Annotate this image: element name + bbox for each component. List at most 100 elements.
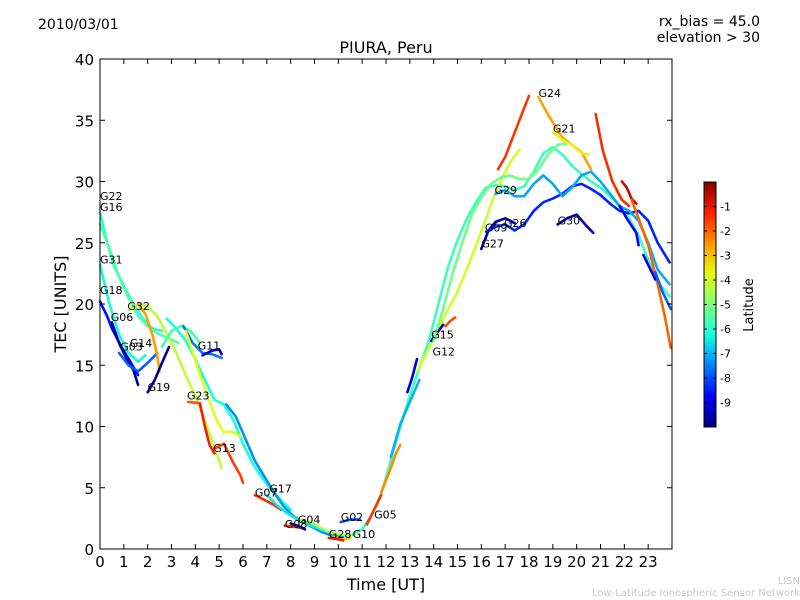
satellite-label: G08 <box>285 518 308 531</box>
satellite-label: G28 <box>329 528 352 541</box>
x-tick-label: 19 <box>543 553 562 571</box>
x-tick-label: 21 <box>591 553 610 571</box>
series-layer <box>98 94 673 542</box>
tec-series-9 <box>165 317 292 512</box>
x-tick-label: 16 <box>472 553 491 571</box>
x-tick-label: 14 <box>424 553 443 571</box>
satellite-label: G14 <box>130 337 153 350</box>
tec-series-6 <box>127 302 223 470</box>
x-tick-label: 9 <box>310 553 320 571</box>
tec-series-2 <box>98 263 147 363</box>
y-tick-label: 0 <box>84 541 94 559</box>
tec-series-27 <box>365 493 383 526</box>
tec-series-25 <box>339 518 362 524</box>
satellite-label: G16 <box>100 201 123 214</box>
elevation-label: elevation > 30 <box>656 30 760 46</box>
tec-series-46 <box>642 253 657 281</box>
tec-series-8 <box>146 345 171 394</box>
footer: LISN Low-Latitude Ionospheric Sensor Net… <box>592 576 800 600</box>
x-axis: 0 1 2 3 4 5 6 7 8 9 10 11 12 13 14 15 16 17 18 19 20 21 22 23 <box>95 59 658 571</box>
tec-series-30 <box>406 357 419 394</box>
y-tick-label: 10 <box>75 419 94 437</box>
colorbar-tick-label: -6 <box>720 323 731 336</box>
y-tick-label: 20 <box>75 296 94 314</box>
chart-title: PIURA, Peru <box>339 38 433 57</box>
receiver-info: rx_bias = 45.0 elevation > 30 <box>657 14 760 46</box>
x-tick-label: 10 <box>329 553 348 571</box>
tec-series-14 <box>186 400 202 405</box>
satellite-label: G15 <box>431 328 454 341</box>
tec-series-42 <box>594 112 631 208</box>
satellite-label: G26 <box>504 217 527 230</box>
tec-series-4 <box>110 321 140 387</box>
tec-series-21 <box>289 522 307 531</box>
satellite-label: G03 <box>120 341 143 354</box>
satellite-label: G29 <box>494 184 517 197</box>
satellite-label: G09 <box>485 222 508 235</box>
tec-series-44 <box>630 198 673 350</box>
x-tick-label: 17 <box>496 553 515 571</box>
satellite-label: G30 <box>558 214 581 227</box>
colorbar-tick-label: -8 <box>720 372 731 385</box>
satellite-label: G13 <box>213 442 236 455</box>
satellite-label: G22 <box>100 190 123 203</box>
y-tick-label: 15 <box>75 357 94 375</box>
satellite-label: G17 <box>269 483 292 496</box>
date-label: 2010/03/01 <box>38 17 119 33</box>
satellite-label: G11 <box>198 339 221 352</box>
tec-series-13 <box>184 329 242 438</box>
tec-series-10 <box>160 324 202 349</box>
x-tick-label: 7 <box>262 553 272 571</box>
colorbar-tick-label: -9 <box>720 397 731 410</box>
tec-series-43 <box>620 180 638 205</box>
tec-series-16 <box>198 403 216 455</box>
tec-series-35 <box>480 217 516 251</box>
colorbar-tick-label: -4 <box>720 274 731 287</box>
tec-series-22 <box>298 518 357 537</box>
satellite-label: G05 <box>374 508 397 521</box>
y-tick-label: 35 <box>75 112 94 130</box>
colorbar-tick-label: -3 <box>720 250 731 263</box>
colorbar-tick-label: -1 <box>720 201 731 214</box>
colorbar-tick-label: -2 <box>720 225 731 238</box>
tec-series-5 <box>117 351 159 373</box>
tec-series-12 <box>201 348 223 357</box>
tec-series-32 <box>444 316 457 328</box>
x-axis-label: Time [UT] <box>346 575 425 594</box>
satellite-label: G19 <box>148 381 171 394</box>
x-tick-label: 20 <box>567 553 586 571</box>
satellite-label: G21 <box>553 123 576 136</box>
x-tick-label: 13 <box>400 553 419 571</box>
tec-series-34 <box>432 142 569 343</box>
satellite-label: G24 <box>539 87 562 100</box>
x-tick-label: 0 <box>95 553 105 571</box>
tec-series-7 <box>136 302 161 373</box>
satellite-label: G18 <box>100 284 123 297</box>
y-tick-label: 30 <box>75 174 94 192</box>
satellite-label: G07 <box>255 486 278 499</box>
tec-series-11 <box>182 324 223 360</box>
tec-series-45 <box>618 204 640 247</box>
tec-series-47 <box>654 270 673 311</box>
y-tick-label: 40 <box>75 51 94 69</box>
x-tick-label: 18 <box>519 553 538 571</box>
x-tick-label: 3 <box>167 553 177 571</box>
y-axis: 0 5 10 15 20 25 30 35 40 <box>75 51 672 559</box>
x-tick-label: 23 <box>639 553 658 571</box>
x-tick-label: 5 <box>214 553 224 571</box>
x-tick-label: 12 <box>376 553 395 571</box>
colorbar-tick-label: -7 <box>720 348 731 361</box>
tec-series-26 <box>351 145 671 536</box>
x-tick-label: 2 <box>143 553 153 571</box>
tec-series-40 <box>551 131 590 156</box>
colorbar: -1 -2 -3 -4 -5 -6 -7 -8 -9 Latitude <box>703 181 757 428</box>
colorbar-ticks: -1 -2 -3 -4 -5 -6 -7 -8 -9 <box>704 201 731 410</box>
tec-series-17 <box>225 403 345 539</box>
colorbar-label: Latitude <box>742 278 757 332</box>
colorbar-tick-label: -5 <box>720 299 731 312</box>
satellite-label: G32 <box>127 300 150 313</box>
x-tick-label: 4 <box>191 553 201 571</box>
x-tick-label: 8 <box>286 553 296 571</box>
tec-series-24 <box>327 536 345 542</box>
